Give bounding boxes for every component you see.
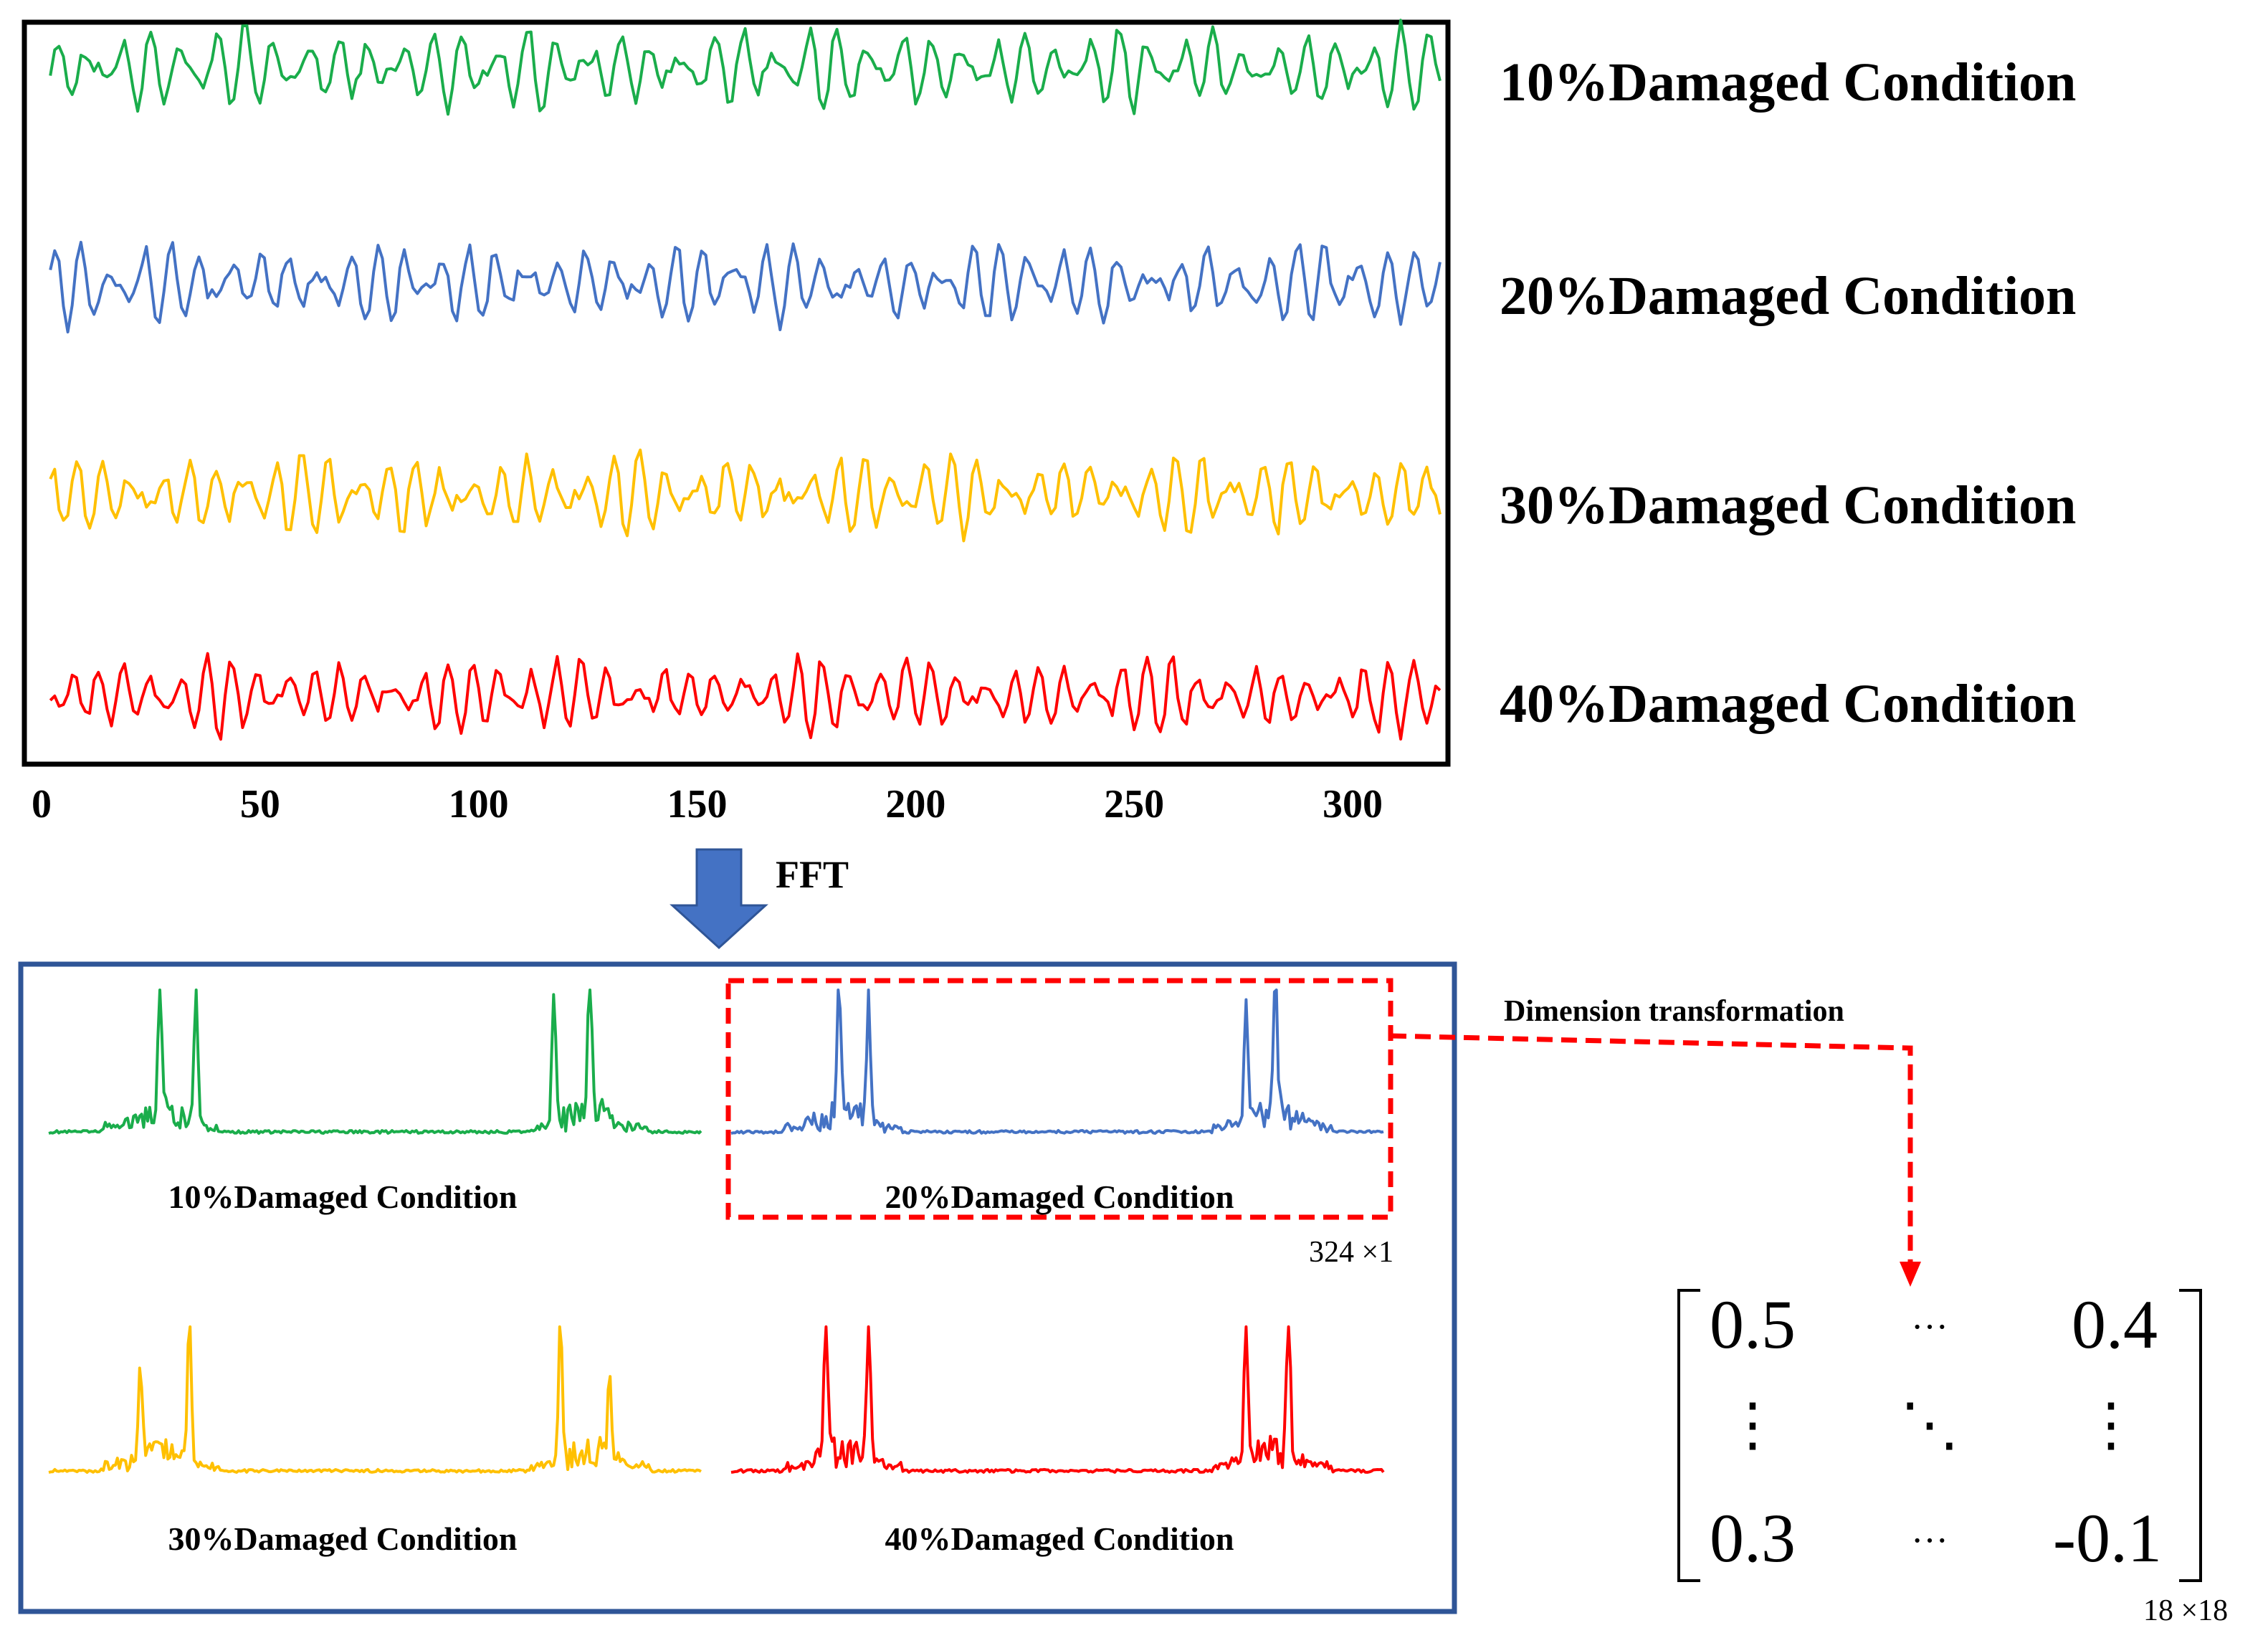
- dashed-connector-line: [1390, 1033, 1913, 1263]
- matrix-right-vdots: ⋮: [2082, 1392, 2140, 1457]
- fft-label: FFT: [776, 853, 849, 896]
- x-tick-label: 300: [1323, 782, 1383, 827]
- matrix-left-vdots: ⋮: [1723, 1392, 1782, 1457]
- matrix-bottom-right: -0.1: [2053, 1500, 2162, 1576]
- signal-line-10: [49, 19, 1442, 116]
- x-axis-ticks: 0 50 100 150 200 250 300: [32, 782, 1383, 827]
- vector-size-label: 324 ×1: [1309, 1236, 1393, 1269]
- time-signal-panel: 0 50 100 150 200 250 300: [22, 19, 1451, 827]
- x-tick-label: 100: [449, 782, 509, 827]
- spectrum-label-40: 40%Damaged Condition: [885, 1520, 1234, 1557]
- time-signal-frame: [22, 19, 1451, 767]
- signal-label-20: 20%Damaged Condition: [1500, 266, 2076, 326]
- transform-label: Dimension transformation: [1504, 995, 1844, 1028]
- spectrum-line-30: [48, 1325, 702, 1474]
- spectrum-label-30: 30%Damaged Condition: [168, 1520, 518, 1557]
- spectrum-line-20: [730, 989, 1384, 1135]
- matrix-bottom-hdots: ···: [1911, 1520, 1948, 1561]
- signal-label-30: 30%Damaged Condition: [1500, 475, 2076, 535]
- x-tick-label: 200: [885, 782, 945, 827]
- signal-line-20: [49, 240, 1442, 334]
- spectrum-label-20: 20%Damaged Condition: [885, 1178, 1234, 1215]
- fft-arrow: FFT: [670, 848, 849, 950]
- selected-spectrum-highlight: [725, 978, 1393, 1220]
- signal-labels: 10%Damaged Condition 20%Damaged Conditio…: [1500, 52, 2076, 734]
- x-tick-label: 0: [32, 782, 52, 827]
- transform-connector: Dimension transformation: [1390, 995, 1921, 1287]
- signal-line-30: [49, 448, 1442, 543]
- signal-label-40: 40%Damaged Condition: [1500, 674, 2076, 734]
- spectrum-line-10: [48, 989, 702, 1135]
- matrix: 0.5 ··· 0.4 ⋮ ⋱ ⋮ 0.3 ··· -0.1 18 ×18: [1677, 1286, 2228, 1627]
- matrix-top-left: 0.5: [1710, 1286, 1796, 1363]
- arrowhead-icon: [1900, 1262, 1921, 1287]
- right-bracket-icon: [2179, 1289, 2202, 1582]
- matrix-size-label: 18 ×18: [2143, 1594, 2228, 1627]
- spectrum-frame: [18, 961, 1457, 1614]
- matrix-top-right: 0.4: [2072, 1286, 2158, 1363]
- signal-label-10: 10%Damaged Condition: [1500, 52, 2076, 113]
- matrix-ddots: ⋱: [1900, 1392, 1959, 1457]
- signal-line-40: [49, 652, 1442, 741]
- left-bracket-icon: [1677, 1289, 1700, 1582]
- x-tick-label: 150: [667, 782, 728, 827]
- matrix-top-hdots: ···: [1911, 1307, 1948, 1348]
- x-tick-label: 250: [1104, 782, 1164, 827]
- down-arrow-icon: [670, 848, 768, 950]
- spectrum-panel: 10%Damaged Condition 20%Damaged Conditio…: [18, 961, 1457, 1614]
- spectrum-line-40: [730, 1325, 1385, 1474]
- spectrum-label-10: 10%Damaged Condition: [168, 1178, 518, 1215]
- x-tick-label: 50: [240, 782, 280, 827]
- matrix-bottom-left: 0.3: [1710, 1500, 1796, 1576]
